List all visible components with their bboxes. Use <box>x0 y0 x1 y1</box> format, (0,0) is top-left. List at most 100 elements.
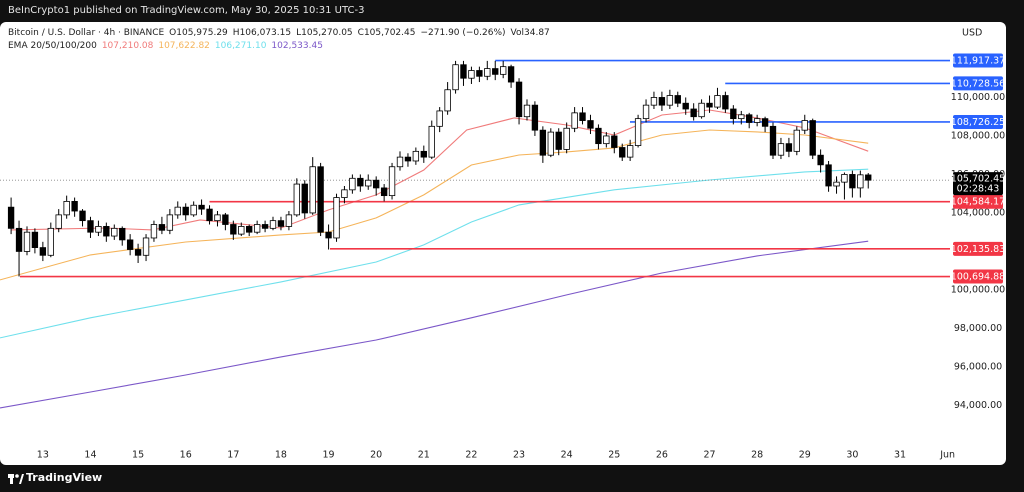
candle-body <box>420 150 427 158</box>
candle-body <box>7 206 15 229</box>
candle-body <box>158 224 166 231</box>
candle-body <box>246 226 253 233</box>
candle-body <box>476 70 483 77</box>
candle-body <box>365 179 372 187</box>
candle-body <box>174 206 181 216</box>
candle-body <box>619 147 626 158</box>
ema-value: 102,533.45 <box>271 41 323 51</box>
x-tick-label: 23 <box>513 450 525 461</box>
ema-value: 107,210.08 <box>101 41 154 51</box>
volume: Vol34.87 <box>510 28 550 38</box>
candle-body <box>357 177 364 187</box>
level-label: 102,135.83 <box>951 244 1005 255</box>
candle-body <box>293 183 300 216</box>
candle-body <box>198 204 205 210</box>
level-label: 104,584.17 <box>951 197 1005 208</box>
candle-body <box>134 249 142 256</box>
candle-body <box>31 231 39 248</box>
level-label: 110,728.56 <box>951 78 1005 89</box>
y-tick-label: 98,000.00 <box>954 323 1002 334</box>
candle-body <box>666 95 674 106</box>
candle-body <box>523 104 531 118</box>
candle-body <box>682 102 689 110</box>
candle-body <box>428 125 435 158</box>
ema-value: 107,622.82 <box>158 41 210 51</box>
candle-body <box>47 227 54 256</box>
level-label: 111,917.37 <box>951 56 1005 67</box>
candle-body <box>769 125 777 156</box>
candle-body <box>587 120 594 129</box>
candle-body <box>865 174 872 181</box>
candle-body <box>119 227 126 241</box>
candle-body <box>579 112 586 121</box>
candle-body <box>722 95 729 110</box>
candle-body <box>785 143 793 152</box>
x-tick-label: 28 <box>751 450 763 461</box>
ohlc-close: C105,702.45 <box>357 28 416 38</box>
candle-body <box>714 95 721 108</box>
x-tick-label: 24 <box>561 450 573 461</box>
x-tick-label: 16 <box>180 450 192 461</box>
ohlc-low: L105,270.05 <box>296 28 353 38</box>
x-tick-label: 17 <box>227 450 239 461</box>
y-tick-label: 110,000.00 <box>951 92 1005 103</box>
candle-body <box>182 206 189 216</box>
publisher: BeInCrypto1 published on TradingView.com… <box>8 5 365 16</box>
y-tick-label: 104,000.00 <box>951 207 1005 218</box>
candle-body <box>333 197 340 239</box>
candle-body <box>412 150 420 162</box>
candle-body <box>126 239 134 250</box>
x-tick-label: 30 <box>846 450 858 461</box>
ohlc-high: H106,073.15 <box>232 28 292 38</box>
candle-body <box>214 214 221 222</box>
candle-body <box>190 204 197 216</box>
candle-body <box>103 226 110 237</box>
ohlc-open: O105,975.29 <box>169 28 228 38</box>
x-tick-label: 22 <box>465 450 477 461</box>
candle-body <box>492 68 499 75</box>
candle-body <box>650 97 658 106</box>
candle-body <box>507 66 515 83</box>
candle-body <box>404 156 412 162</box>
tv-logo <box>8 474 24 484</box>
candle-body <box>460 64 467 79</box>
candle-body <box>634 118 642 146</box>
candle-body <box>15 227 23 252</box>
candle-body <box>690 108 697 118</box>
candle-body <box>603 135 610 145</box>
candle-body <box>698 102 705 118</box>
candle-body <box>261 224 269 229</box>
candle-body <box>777 143 785 156</box>
candle-body <box>571 112 578 129</box>
candle-body <box>833 181 840 187</box>
candle-body <box>825 164 832 187</box>
ema-value: 106,271.10 <box>214 41 267 51</box>
candle-body <box>150 224 158 239</box>
candle-body <box>793 129 800 152</box>
candle-body <box>380 187 388 197</box>
candle-body <box>563 127 570 150</box>
candle-body <box>849 174 856 189</box>
candle-body <box>761 118 769 127</box>
candle-body <box>277 220 285 227</box>
candle-body <box>658 97 666 106</box>
symbol: Bitcoin / U.S. Dollar · 4h · BINANCE <box>8 28 165 38</box>
candle-body <box>611 135 618 148</box>
candle-body <box>325 231 332 239</box>
chart-panel <box>0 22 1006 465</box>
candle-body <box>111 227 118 237</box>
candle-body <box>539 129 547 156</box>
y-tick-label: 108,000.00 <box>951 130 1005 141</box>
candle-body <box>857 174 864 189</box>
candle-body <box>753 118 761 123</box>
candle-body <box>317 166 324 233</box>
x-tick-label: 27 <box>703 450 715 461</box>
x-tick-label: 20 <box>370 450 382 461</box>
candle-body <box>301 183 308 214</box>
candle-body <box>341 189 348 198</box>
candle-body <box>238 226 245 235</box>
ema-line <box>0 168 869 339</box>
candle-body <box>674 95 681 104</box>
candle-body <box>746 114 753 123</box>
candle-body <box>309 166 316 214</box>
